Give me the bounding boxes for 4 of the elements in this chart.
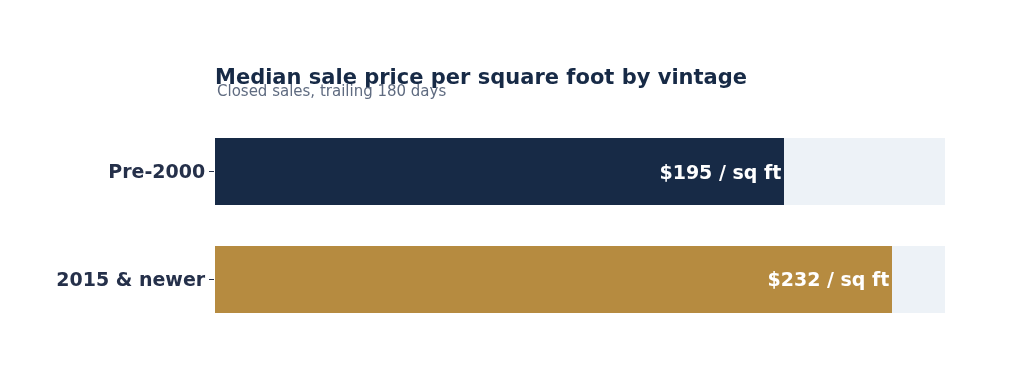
y-tick-label: Pre-2000 [108, 160, 206, 183]
y-tick-label: 2015 & newer [56, 267, 206, 290]
data-label: $195 / sq ft [659, 160, 782, 183]
data-label: $232 / sq ft [767, 268, 890, 291]
